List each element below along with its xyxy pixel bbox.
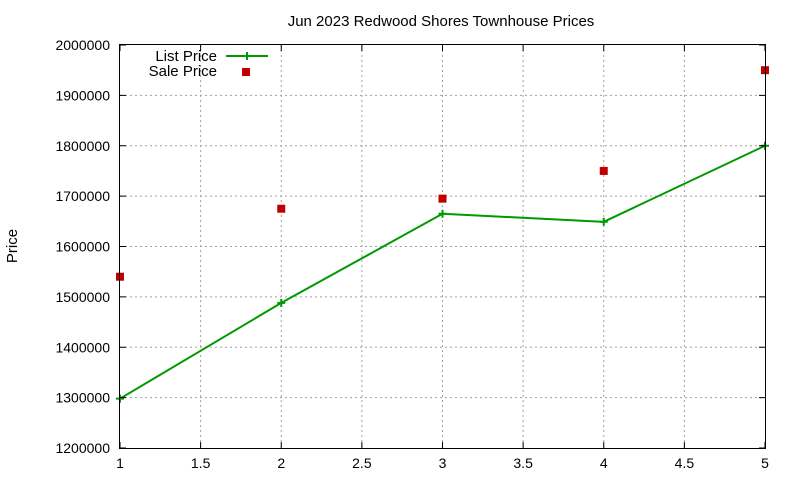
tick-labels: 1 1.5 2 2.5 3 3.5 4 4.5 5 1200000 1300000 1400000 15… [55,37,769,471]
sale-price-point [599,166,608,175]
y-tick-label: 1900000 [55,87,110,103]
y-axis-title: Price [4,229,21,263]
y-tick-label: 1800000 [55,138,110,154]
x-tick-label: 4.5 [675,455,695,471]
y-tick-label: 2000000 [55,37,110,53]
y-tick-label: 1600000 [55,239,110,255]
list-price-point [277,298,286,307]
x-tick-label: 2.5 [352,455,372,471]
y-tick-label: 1300000 [55,390,110,406]
x-tick-label: 3 [439,455,447,471]
x-tick-label: 4 [600,455,608,471]
y-tick-label: 1700000 [55,188,110,204]
sale-price-point [438,194,447,203]
list-price-point [599,217,608,226]
legend-marker-sale-price [242,68,250,76]
sale-price-point [277,204,286,213]
x-tick-label: 5 [761,455,769,471]
x-tick-label: 1 [116,455,124,471]
legend-label-list-price: List Price [155,48,217,65]
x-tick-label: 2 [277,455,285,471]
legend-marker-list-price [243,52,251,60]
x-tick-label: 3.5 [513,455,533,471]
y-tick-label: 1400000 [55,339,110,355]
x-tick-label: 1.5 [191,455,211,471]
list-price-point [438,209,447,218]
y-tick-label: 1500000 [55,289,110,305]
plot-frame [119,44,766,449]
grid-lines [120,45,765,448]
chart-title: Jun 2023 Redwood Shores Townhouse Prices [288,13,595,30]
legend-label-sale-price: Sale Price [149,63,217,80]
y-tick-label: 1200000 [55,440,110,456]
